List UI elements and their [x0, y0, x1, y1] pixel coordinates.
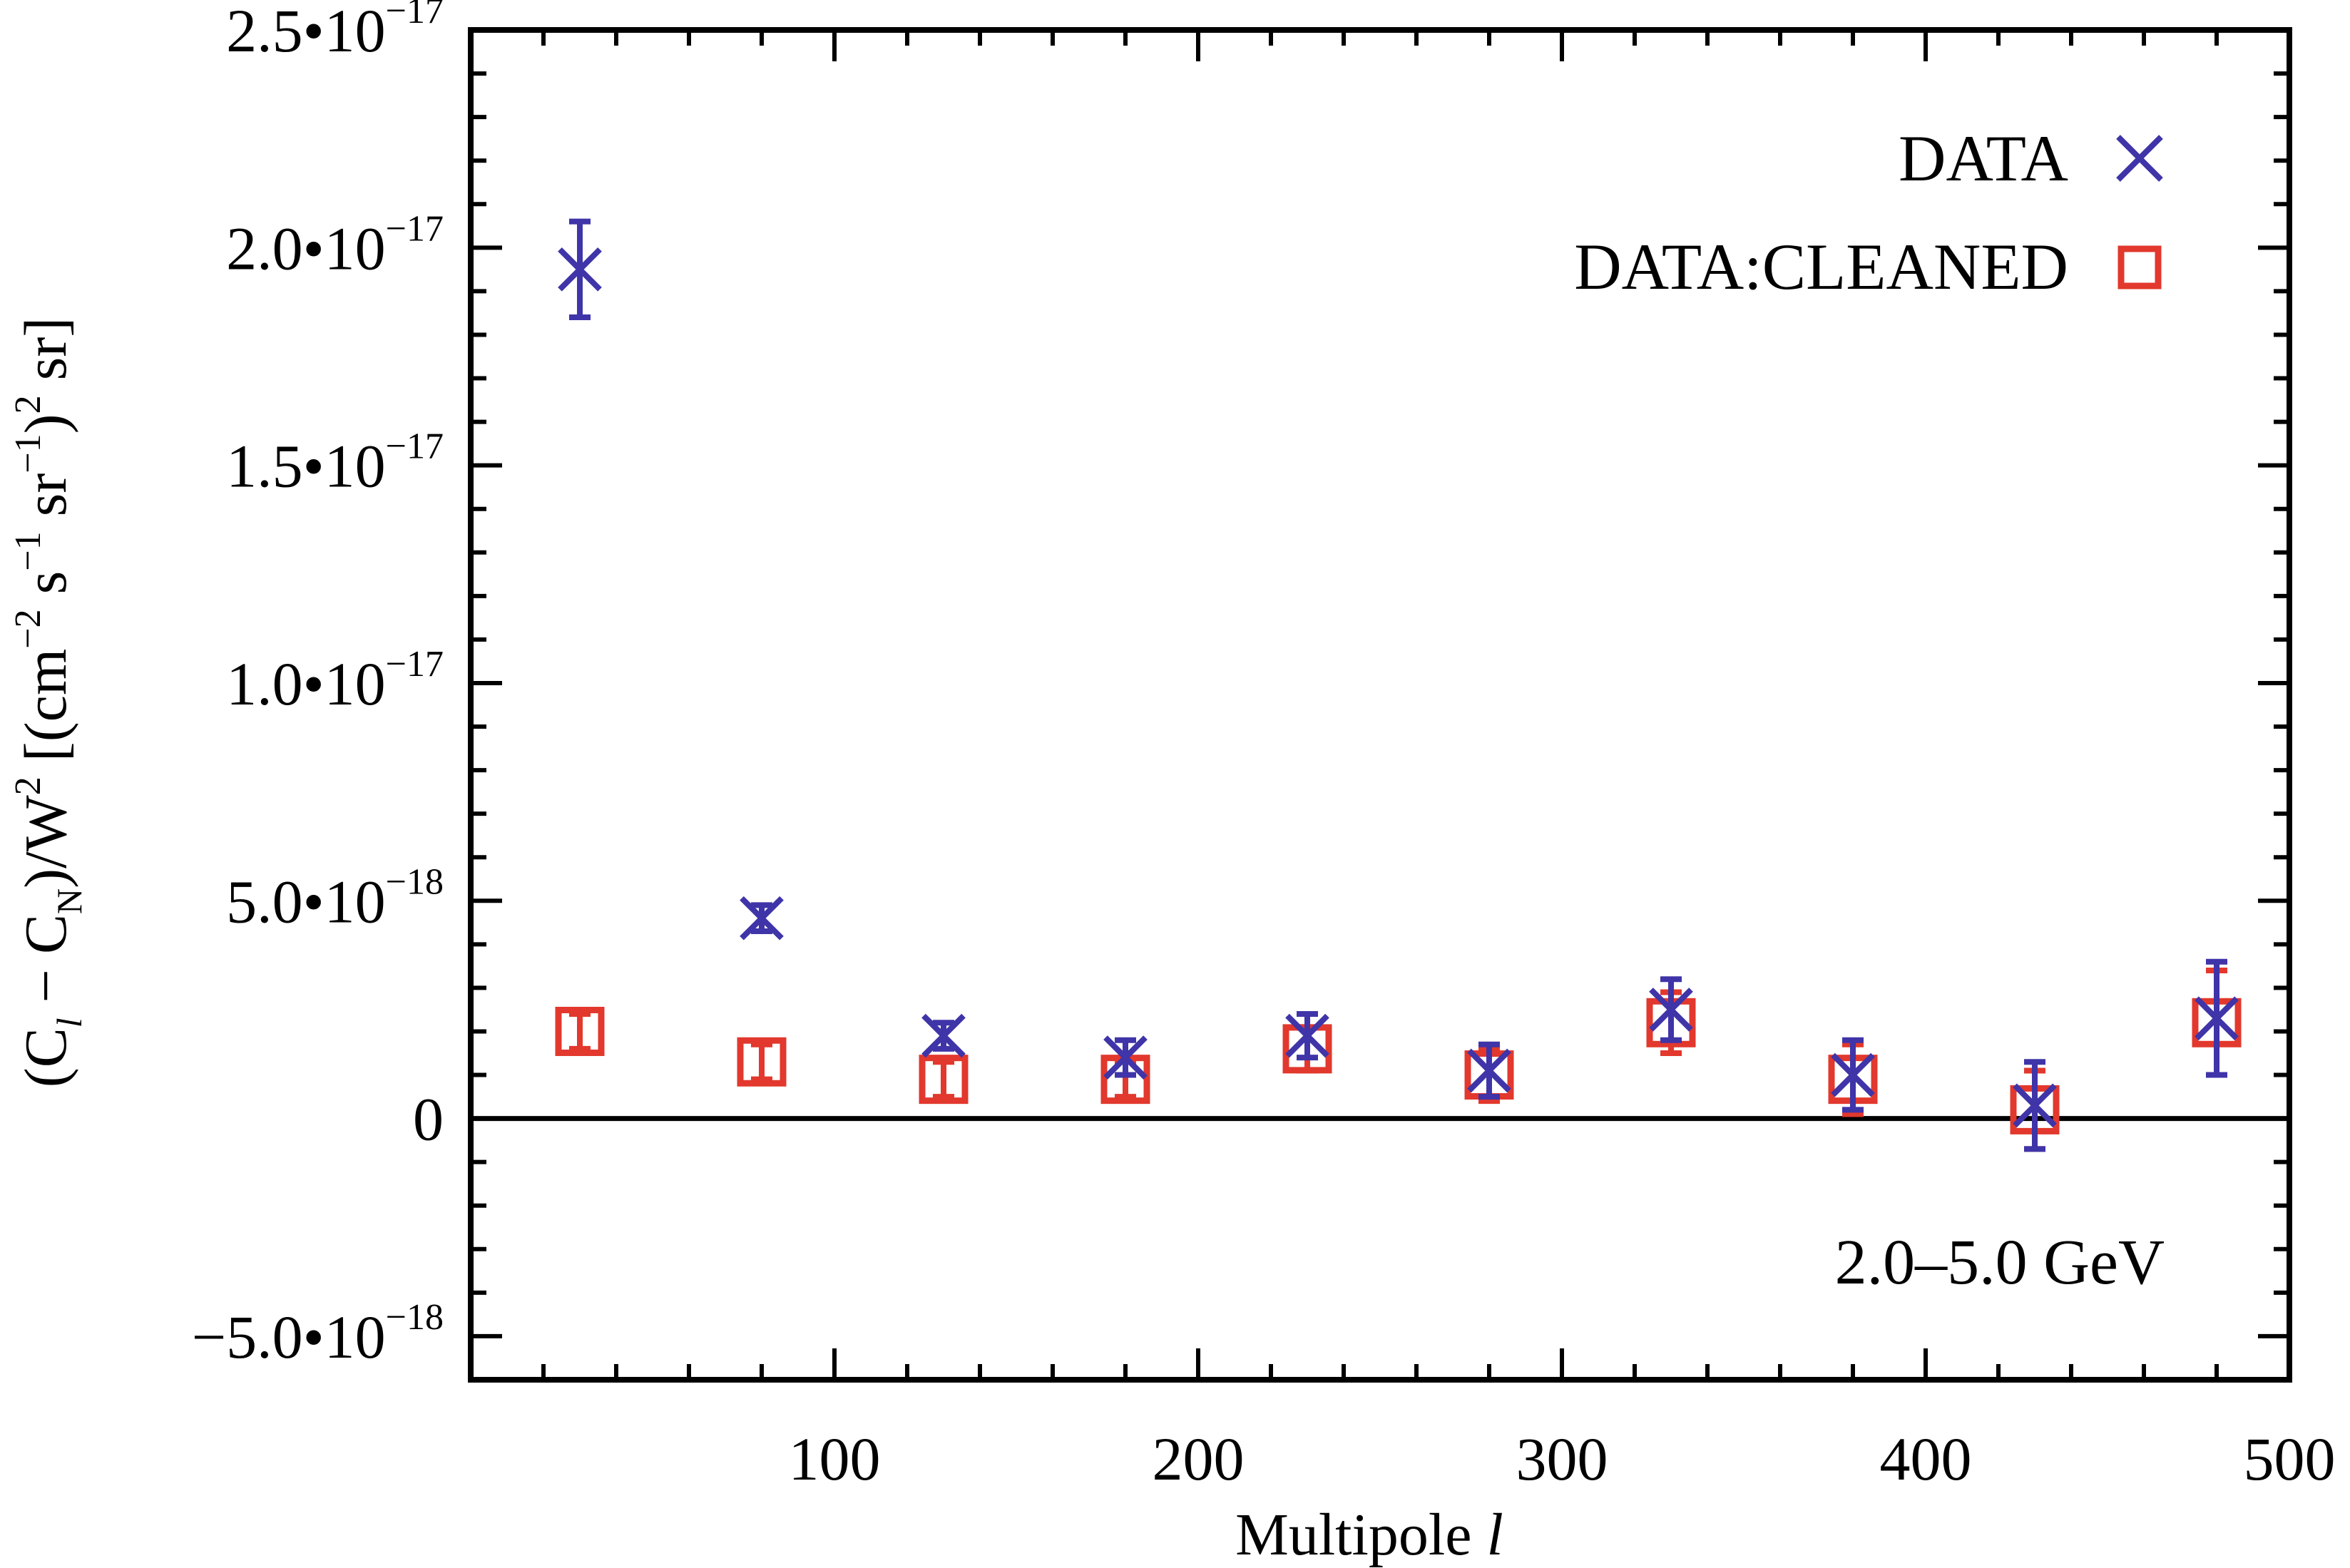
y-axis-title: (Cl − CN)/W2 [(cm−2 s−1 sr−1)2 sr]	[8, 317, 89, 1088]
square-marker	[2117, 245, 2162, 289]
x-tick-label: 100	[789, 1425, 881, 1493]
data-point	[558, 218, 602, 321]
y-title-part: )/W	[13, 795, 79, 888]
y-tick-label: 0	[413, 1085, 444, 1154]
y-tick-mantissa: 2.0•10	[226, 214, 386, 282]
y-tick-mantissa: 0	[413, 1085, 444, 1154]
square-marker	[737, 1037, 787, 1087]
legend-label-data-cleaned: DATA:CLEANED	[1574, 230, 2068, 303]
legend-marker-x	[2116, 135, 2163, 182]
cleaned-data-point	[737, 1037, 787, 1087]
legend-marker-square	[2117, 245, 2162, 289]
y-tick-exponent: −18	[386, 861, 444, 902]
y-tick-exponent: −17	[386, 426, 444, 467]
y-title-sup: −1	[8, 531, 48, 570]
y-title-part: (C	[13, 1028, 79, 1087]
energy-range-annotation: 2.0–5.0 GeV	[1835, 1227, 2165, 1298]
x-marker-stroke	[2195, 996, 2239, 1040]
y-tick-exponent: −17	[386, 208, 444, 249]
square-marker	[555, 1006, 605, 1056]
x-marker-stroke	[1649, 988, 1693, 1032]
y-tick-label: 1.5•10−17	[226, 426, 444, 501]
square-marker	[919, 1055, 969, 1105]
plot-frame	[468, 27, 2292, 1383]
y-title-part: [(cm	[13, 649, 79, 777]
y-tick-exponent: −17	[386, 0, 444, 31]
legend: DATA DATA:CLEANED	[1574, 122, 2163, 303]
x-marker-stroke	[921, 1013, 966, 1058]
x-marker-stroke	[1467, 1048, 1511, 1093]
cleaned-data-point	[919, 1055, 969, 1105]
y-title-sup: −1	[8, 434, 48, 473]
data-point	[1831, 1037, 1875, 1113]
x-tick-label: 300	[1516, 1425, 1608, 1493]
series-layer	[555, 218, 2242, 1152]
x-marker-stroke	[1285, 1013, 1329, 1058]
y-tick-mantissa: 1.0•10	[226, 650, 386, 718]
data-point	[2195, 958, 2239, 1078]
x-marker-stroke	[2013, 1083, 2057, 1128]
x-tick-labels: 100 200 300 400 500	[789, 1425, 2336, 1493]
data-point	[1649, 976, 1693, 1043]
y-title-part: sr	[13, 473, 79, 532]
data-point	[1467, 1041, 1511, 1100]
y-tick-mantissa: −5.0•10	[192, 1303, 386, 1371]
y-tick-labels: −5.0•10−1805.0•10−181.0•10−171.5•10−172.…	[192, 0, 444, 1371]
x-axis-title: Multipole l	[1235, 1502, 1503, 1568]
y-title-sup: 2	[8, 395, 48, 414]
x-marker-stroke	[2116, 135, 2163, 182]
x-axis-title-main: Multipole	[1235, 1502, 1486, 1568]
y-tick-exponent: −18	[386, 1297, 444, 1338]
x-marker-stroke	[1103, 1035, 1148, 1080]
y-tick-label: 2.5•10−17	[226, 0, 444, 65]
y-title-part: )	[13, 414, 79, 434]
y-title-part: sr]	[13, 317, 79, 396]
x-tick-label: 400	[1880, 1425, 1972, 1493]
y-title-sup: −2	[8, 609, 48, 648]
x-marker-stroke	[558, 247, 602, 292]
data-point	[2013, 1059, 2057, 1152]
cleaned-data-point	[555, 1006, 605, 1056]
y-title-sub: N	[49, 888, 89, 914]
y-tick-label: 2.0•10−17	[226, 208, 444, 282]
data-point	[921, 1013, 966, 1058]
data-point	[1103, 1035, 1148, 1080]
legend-label-data: DATA	[1899, 122, 2068, 195]
y-title-sub: l	[49, 1018, 89, 1028]
y-tick-label: −5.0•10−18	[192, 1297, 444, 1371]
x-marker-stroke	[1831, 1052, 1875, 1097]
y-tick-label: 5.0•10−18	[226, 861, 444, 936]
y-title-sup: 2	[8, 777, 48, 795]
y-tick-mantissa: 2.5•10	[226, 0, 386, 65]
x-axis-title-italic: l	[1486, 1502, 1503, 1568]
x-marker-stroke	[740, 896, 784, 941]
data-point	[1285, 1011, 1329, 1061]
y-tick-exponent: −17	[386, 644, 444, 685]
y-title-part: s	[13, 571, 79, 610]
y-tick-mantissa: 5.0•10	[226, 867, 386, 936]
data-point	[740, 896, 784, 941]
y-tick-mantissa: 1.5•10	[226, 432, 386, 501]
y-tick-label: 1.0•10−17	[226, 644, 444, 718]
x-tick-label: 200	[1153, 1425, 1245, 1493]
y-title-part: − C	[13, 914, 79, 1018]
x-tick-label: 500	[2244, 1425, 2336, 1493]
